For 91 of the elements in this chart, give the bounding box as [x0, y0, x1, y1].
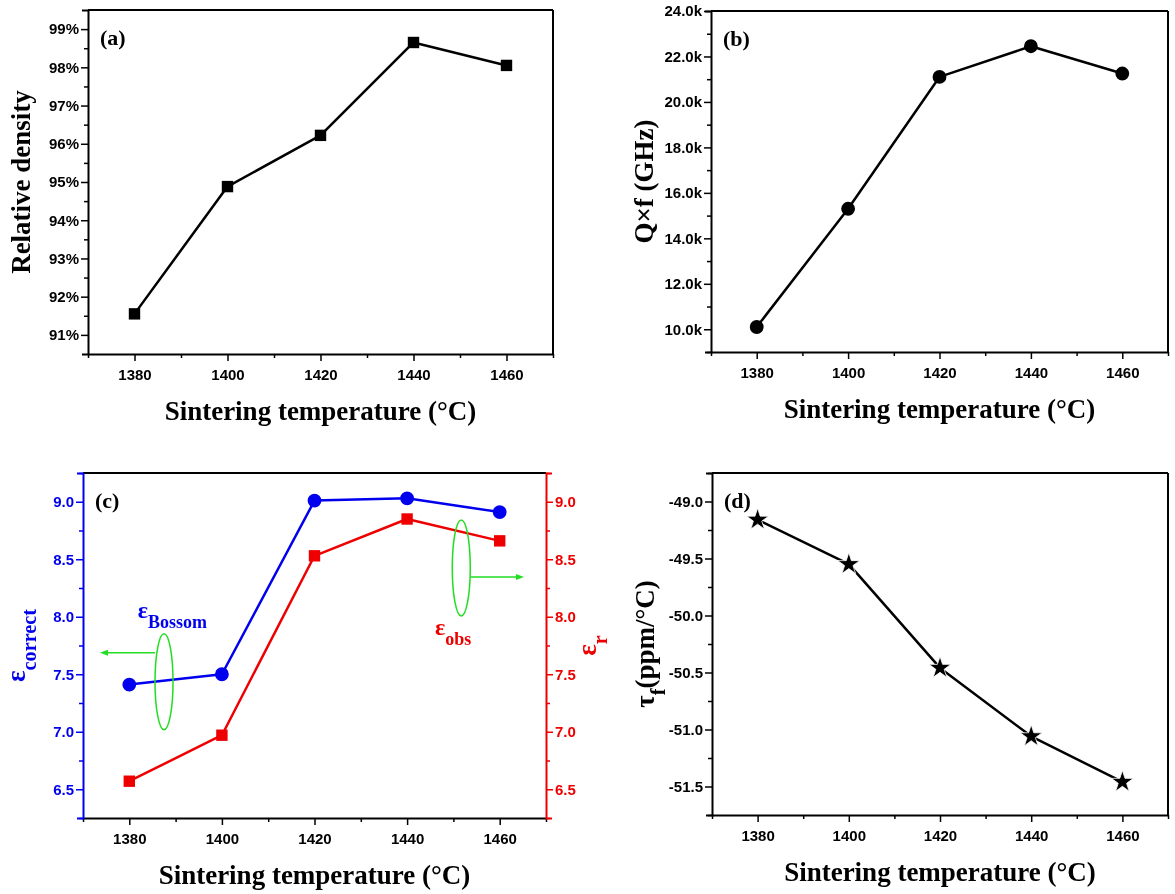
y-tick-label: -50.0	[668, 606, 703, 624]
point	[401, 513, 413, 525]
x-tick-label: 1380	[118, 365, 152, 383]
series-label: ε$_{Bossom}$	[137, 596, 207, 632]
y-tick-label: -49.0	[668, 492, 703, 510]
y-tick-label: -49.5	[668, 549, 703, 567]
point	[216, 729, 228, 741]
point	[221, 180, 234, 193]
x-tick-label: 1380	[741, 826, 775, 844]
annotation: (a)	[100, 25, 126, 50]
point	[400, 491, 415, 506]
x-tick-label: 1420	[298, 829, 332, 847]
y-tick-label: 95%	[48, 173, 79, 191]
y2-tick-label: 8.5	[555, 550, 576, 568]
point	[749, 320, 764, 334]
y-tick-label: -50.5	[668, 663, 703, 681]
point	[1019, 724, 1043, 747]
y-tick-label: 97%	[48, 96, 79, 114]
x-axis-title: Sintering temperature (°C)	[783, 394, 1096, 424]
point	[308, 550, 321, 562]
point	[314, 129, 327, 142]
point	[837, 552, 861, 574]
point	[1115, 66, 1130, 81]
y-tick-label: 93%	[48, 249, 79, 267]
point	[128, 308, 141, 320]
y-tick-label: -51.5	[668, 777, 703, 795]
y2-tick-label: 7.5	[555, 665, 576, 683]
y-axis-title: Q×f (GHz)	[629, 119, 659, 244]
x-tick-label: 1440	[1015, 826, 1049, 844]
y-tick-label: 96%	[48, 135, 79, 153]
y-tick-label: 24.0k	[664, 2, 703, 20]
point	[214, 667, 229, 682]
y-axis-title: Relative density	[6, 89, 36, 274]
x-tick-label: 1460	[1106, 826, 1140, 844]
y-tick-label: 94%	[48, 211, 79, 229]
x-axis-title: Sintering temperature (°C)	[158, 860, 471, 890]
x-tick-label: 1420	[923, 363, 957, 381]
point	[500, 59, 513, 72]
annotation: (b)	[723, 26, 750, 51]
x-tick-label: 1460	[483, 829, 517, 847]
point	[932, 70, 947, 84]
y-tick-label: 91%	[48, 326, 79, 344]
point	[307, 493, 322, 508]
x-tick-label: 1400	[832, 826, 866, 844]
x-tick-label: 1400	[211, 365, 245, 383]
point	[928, 655, 952, 678]
x-tick-label: 1440	[390, 829, 425, 847]
y2-tick-label: 8.0	[555, 608, 576, 626]
x-axis-title: Sintering temperature (°C)	[164, 396, 477, 426]
annotation: (c)	[95, 488, 120, 513]
y2-tick-label: 9.0	[555, 493, 576, 511]
y-tick-label: 8.0	[53, 608, 74, 626]
y-tick-label: 12.0k	[664, 275, 703, 293]
point	[1023, 39, 1038, 54]
y-tick-label: 98%	[48, 58, 79, 76]
y-tick-label: -51.0	[668, 720, 703, 738]
x-tick-label: 1440	[1014, 363, 1049, 381]
x-tick-label: 1420	[923, 826, 958, 844]
y-tick-label: 6.5	[53, 780, 74, 798]
x-tick-label: 1380	[740, 363, 774, 381]
point	[492, 505, 507, 519]
y-tick-label: 8.5	[53, 550, 74, 568]
point	[841, 201, 856, 216]
y-tick-label: 10.0k	[664, 320, 703, 338]
y-tick-label: 16.0k	[664, 184, 703, 202]
point	[122, 677, 137, 692]
y-tick-label: 22.0k	[664, 47, 703, 65]
point	[494, 535, 506, 547]
x-tick-label: 1460	[490, 365, 524, 383]
text: ε$_{obs}$	[434, 614, 472, 650]
y-tick-label: 99%	[48, 20, 79, 38]
x-tick-label: 1420	[304, 365, 338, 383]
annotation: (d)	[724, 488, 751, 513]
x-axis-title: Sintering temperature (°C)	[784, 857, 1096, 887]
y-tick-label: 20.0k	[664, 93, 703, 111]
y-tick-label: 9.0	[53, 493, 74, 511]
x-tick-label: 1400	[205, 829, 240, 847]
x-tick-label: 1460	[1106, 363, 1140, 381]
x-tick-label: 1400	[831, 363, 866, 381]
point	[407, 36, 420, 49]
y-tick-label: 14.0k	[664, 229, 703, 247]
point	[123, 775, 135, 787]
y2-tick-label: 7.0	[555, 723, 576, 741]
y-tick-label: 7.5	[53, 665, 74, 683]
y-tick-label: 7.0	[53, 723, 74, 741]
point	[1111, 769, 1134, 792]
x-tick-label: 1440	[397, 365, 431, 383]
y-tick-label: 92%	[48, 287, 79, 305]
x-tick-label: 1380	[113, 829, 147, 847]
y2-tick-label: 6.5	[555, 780, 576, 798]
y-tick-label: 18.0k	[664, 138, 703, 156]
